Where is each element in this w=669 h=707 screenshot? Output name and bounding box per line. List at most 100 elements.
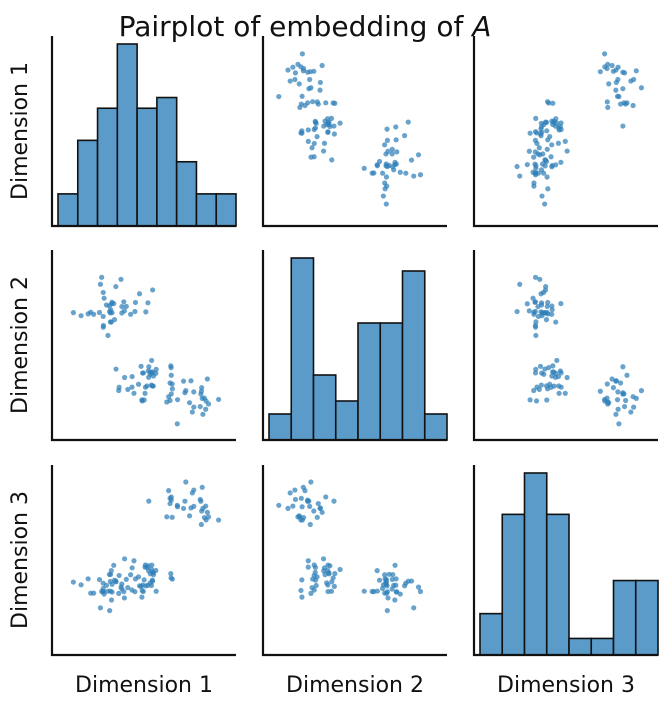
scatter-point	[542, 157, 548, 163]
scatter-point	[140, 582, 146, 588]
panel-dimension-2-vs-dimension-2	[261, 250, 448, 442]
scatter-point	[169, 514, 175, 520]
scatter-point	[191, 487, 197, 493]
scatter-point	[374, 588, 380, 594]
scatter-point	[415, 584, 422, 590]
scatter-point	[298, 587, 304, 594]
scatter-point	[544, 174, 550, 180]
scatter-point	[100, 580, 106, 586]
scatter-point	[550, 369, 556, 375]
histogram-bar	[590, 637, 615, 656]
x-axis-label-dimension-3: Dimension 3	[497, 673, 635, 698]
scatter-point	[325, 116, 331, 122]
scatter-point	[545, 299, 551, 306]
scatter-point	[135, 574, 142, 580]
scatter-point	[125, 585, 131, 591]
scatter-point	[549, 307, 555, 313]
scatter-point	[317, 87, 323, 93]
scatter-point	[389, 586, 395, 592]
panel-dimension-1-vs-dimension-1	[50, 36, 237, 228]
panel-dimension-2-vs-dimension-3	[472, 250, 658, 442]
scatter-point	[610, 385, 616, 391]
scatter-point	[78, 582, 84, 588]
scatter-point	[122, 556, 128, 562]
scatter-point	[307, 521, 313, 528]
scatter-point	[305, 138, 311, 144]
scatter-point	[167, 397, 173, 404]
scatter-point	[544, 146, 550, 152]
scatter-point	[564, 148, 570, 154]
scatter-point	[304, 498, 311, 504]
scatter-point	[319, 509, 325, 515]
scatter-point	[186, 400, 193, 406]
scatter-point	[203, 406, 209, 412]
scatter-point	[638, 388, 645, 394]
scatter-point	[604, 99, 610, 105]
scatter-point	[169, 381, 175, 387]
scatter-point	[550, 100, 556, 106]
histogram-bar	[57, 193, 79, 227]
scatter-point	[408, 578, 415, 584]
scatter-point	[550, 363, 556, 369]
x-axis-label-dimension-2: Dimension 2	[286, 673, 424, 698]
scatter-point	[393, 576, 399, 582]
scatter-point	[539, 129, 545, 135]
scatter-point	[405, 119, 411, 125]
scatter-point	[621, 403, 628, 410]
scatter-point	[168, 365, 174, 371]
scatter-point	[558, 300, 564, 307]
scatter-point	[337, 566, 343, 573]
scatter-point	[417, 172, 424, 178]
scatter-point	[312, 569, 318, 575]
scatter-point	[558, 370, 564, 376]
scatter-point	[383, 151, 389, 157]
scatter-point	[186, 513, 193, 519]
scatter-point	[108, 319, 114, 325]
scatter-point	[389, 151, 395, 157]
scatter-point	[96, 309, 103, 316]
scatter-point	[199, 508, 205, 514]
scatter-point	[125, 386, 131, 393]
scatter-point	[623, 397, 629, 404]
scatter-point	[216, 517, 222, 523]
scatter-point	[310, 99, 316, 105]
scatter-point	[140, 370, 146, 376]
histogram-bar	[156, 96, 178, 227]
scatter-point	[107, 607, 113, 614]
scatter-point	[620, 123, 626, 129]
scatter-point	[300, 514, 307, 521]
scatter-point	[180, 505, 187, 512]
scatter-point	[393, 582, 399, 588]
scatter-point	[613, 378, 619, 384]
scatter-point	[361, 588, 367, 594]
histogram-bar	[195, 193, 218, 227]
scatter-point	[624, 372, 630, 378]
scatter-point	[411, 605, 417, 611]
histogram-bar	[568, 637, 593, 656]
scatter-point	[100, 324, 106, 330]
histogram-bar	[423, 413, 448, 441]
scatter-point	[325, 120, 331, 126]
scatter-point	[174, 421, 180, 427]
scatter-point	[538, 120, 544, 126]
scatter-point	[617, 101, 624, 107]
scatter-point	[631, 76, 637, 83]
scatter-point	[551, 383, 557, 389]
scatter-point	[562, 390, 568, 396]
scatter-point	[139, 594, 145, 600]
scatter-point	[204, 376, 210, 382]
scatter-point	[107, 308, 113, 315]
scatter-point	[614, 93, 621, 99]
histogram-bar	[290, 257, 315, 441]
histogram-bar	[268, 413, 293, 441]
scatter-point	[122, 374, 128, 381]
scatter-point	[168, 372, 174, 378]
scatter-point	[538, 382, 544, 388]
scatter-point	[129, 587, 135, 593]
scatter-point	[321, 123, 327, 129]
scatter-point	[597, 388, 603, 394]
scatter-point	[139, 398, 145, 404]
scatter-point	[319, 62, 325, 69]
scatter-point	[143, 309, 149, 315]
scatter-point	[121, 299, 127, 305]
